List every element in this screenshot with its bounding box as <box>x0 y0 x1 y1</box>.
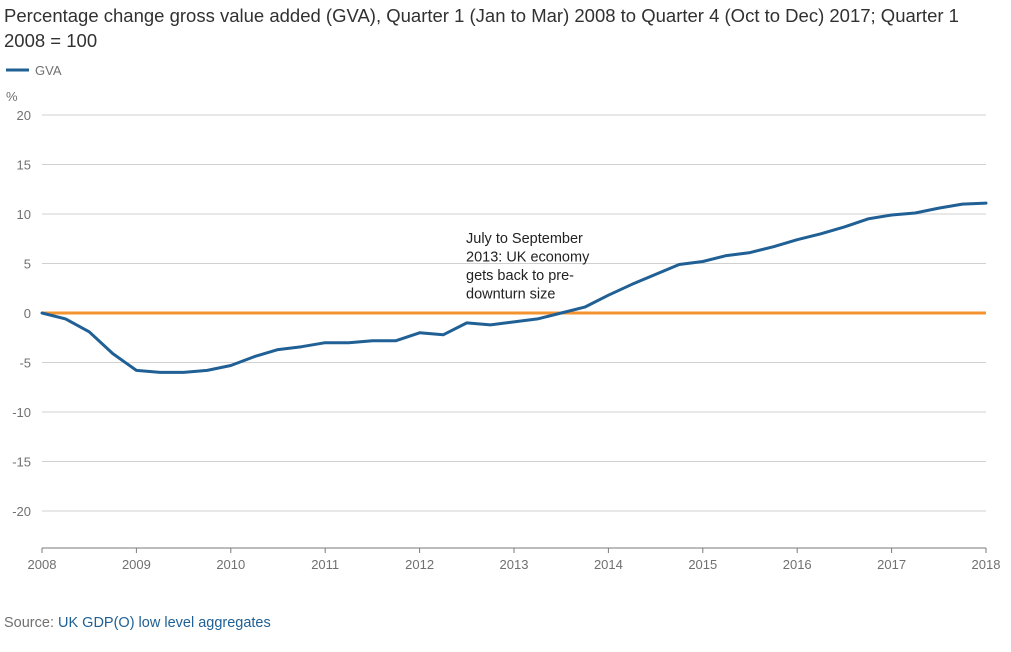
y-axis-unit-label: % <box>6 89 18 104</box>
x-tick-label: 2017 <box>877 557 906 572</box>
chart-title: Percentage change gross value added (GVA… <box>4 5 959 51</box>
y-axis-ticks: 20 15 10 5 0 -5 -10 -15 -20 <box>12 108 31 519</box>
y-tick-label: -10 <box>12 405 31 420</box>
series-layer <box>40 201 988 374</box>
source-link[interactable]: UK GDP(O) low level aggregates <box>58 615 271 631</box>
y-tick-label: 15 <box>17 158 31 173</box>
x-tick-label: 2016 <box>783 557 812 572</box>
x-tick-label: 2012 <box>405 557 434 572</box>
y-tick-label: -20 <box>12 504 31 519</box>
annotation-line: 2013: UK economy <box>466 250 590 266</box>
y-tick-label: 20 <box>17 108 31 123</box>
x-tick-label: 2015 <box>688 557 717 572</box>
x-tick-label: 2009 <box>122 557 151 572</box>
y-tick-label: 0 <box>24 306 31 321</box>
source-line: Source: UK GDP(O) low level aggregates <box>4 615 271 631</box>
gridlines <box>42 114 986 512</box>
y-tick-label: -5 <box>19 356 31 371</box>
legend-label-gva: GVA <box>35 63 62 78</box>
annotation-line: downturn size <box>466 287 555 303</box>
x-tick-label: 2013 <box>500 557 529 572</box>
y-tick-label: -15 <box>12 455 31 470</box>
annotation-line: July to September <box>466 231 583 247</box>
legend: GVA <box>6 63 62 78</box>
x-tick-label: 2011 <box>311 557 339 572</box>
source-prefix: Source: <box>4 615 58 631</box>
y-tick-label: 5 <box>24 257 31 272</box>
annotation-line: gets back to pre- <box>466 268 574 284</box>
annotation: July to September 2013: UK economy gets ba… <box>466 231 590 303</box>
x-tick-label: 2018 <box>972 557 1001 572</box>
x-tick-label: 2010 <box>216 557 245 572</box>
series-line-gva <box>40 201 988 374</box>
x-tick-label: 2008 <box>28 557 57 572</box>
x-tick-label: 2014 <box>594 557 623 572</box>
x-axis: 2008 2009 2010 2011 2012 2013 2014 2015 2016 2017… <box>28 547 1001 572</box>
y-tick-label: 10 <box>17 207 31 222</box>
